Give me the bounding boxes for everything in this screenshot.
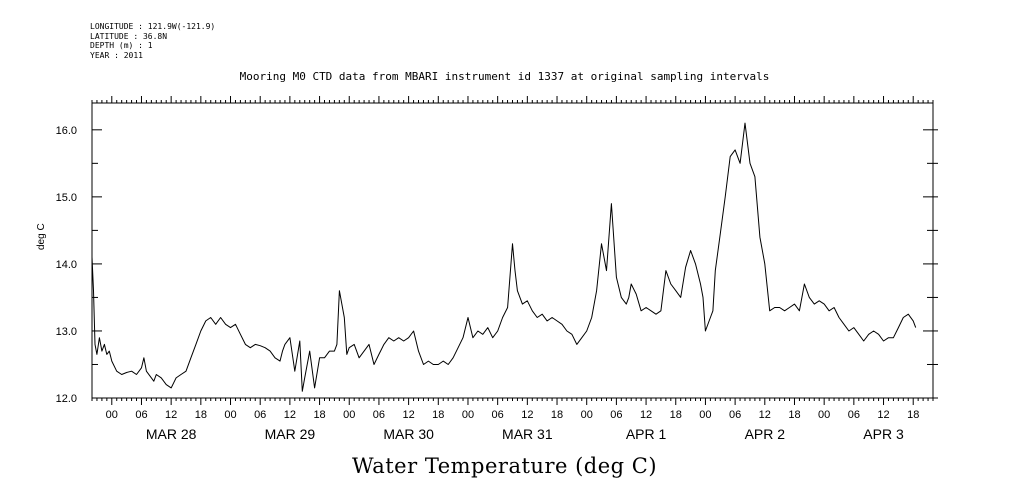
x-hour-tick-label: 06 xyxy=(729,409,741,421)
x-day-label: MAR 29 xyxy=(265,426,316,442)
x-day-label: MAR 30 xyxy=(383,426,434,442)
x-hour-tick-label: 00 xyxy=(343,409,355,421)
x-day-label: APR 1 xyxy=(626,426,667,442)
y-tick-label: 12.0 xyxy=(56,393,77,405)
x-hour-tick-label: 18 xyxy=(907,409,919,421)
tick-marks xyxy=(91,96,938,405)
x-hour-tick-label: 00 xyxy=(462,409,474,421)
series-line-water-temperature xyxy=(91,122,917,392)
series-layer xyxy=(91,122,917,392)
x-hour-tick-label: 00 xyxy=(581,409,593,421)
x-hour-tick-label: 06 xyxy=(848,409,860,421)
plot-frame xyxy=(91,102,934,399)
x-hour-tick-label: 18 xyxy=(195,409,207,421)
tick-labels: 00 06 12 18 MAR 28 00 06 12 18 MAR 29 00 06 12 18 MAR … xyxy=(56,125,920,442)
depth-label: DEPTH (m) : 1 xyxy=(90,41,153,51)
x-hour-tick-label: 12 xyxy=(759,409,771,421)
y-tick-label: 14.0 xyxy=(56,259,77,271)
x-axis-title: Water Temperature (deg C) xyxy=(351,454,658,478)
year-label: YEAR : 2011 xyxy=(90,50,143,60)
chart-title: Mooring M0 CTD data from MBARI instrumen… xyxy=(239,70,770,83)
x-hour-tick-label: 06 xyxy=(135,409,147,421)
x-hour-tick-label: 18 xyxy=(788,409,800,421)
x-hour-tick-label: 06 xyxy=(492,409,504,421)
x-hour-tick-label: 06 xyxy=(610,409,622,421)
x-hour-tick-label: 06 xyxy=(373,409,385,421)
x-hour-tick-label: 18 xyxy=(432,409,444,421)
x-day-label: APR 2 xyxy=(745,426,786,442)
x-hour-tick-label: 00 xyxy=(818,409,830,421)
axes xyxy=(91,102,934,399)
x-hour-tick-label: 06 xyxy=(254,409,266,421)
x-hour-tick-label: 12 xyxy=(165,409,177,421)
x-day-label: MAR 28 xyxy=(146,426,197,442)
y-tick-label: 16.0 xyxy=(56,125,77,137)
x-hour-tick-label: 12 xyxy=(284,409,296,421)
x-hour-tick-label: 12 xyxy=(402,409,414,421)
x-day-label: APR 3 xyxy=(863,426,904,442)
x-hour-tick-label: 12 xyxy=(521,409,533,421)
x-hour-tick-label: 18 xyxy=(670,409,682,421)
x-hour-tick-label: 18 xyxy=(551,409,563,421)
latitude-label: LATITUDE : 36.8N xyxy=(90,31,168,41)
x-hour-tick-label: 00 xyxy=(106,409,118,421)
x-hour-tick-label: 18 xyxy=(313,409,325,421)
x-hour-tick-label: 12 xyxy=(640,409,652,421)
x-hour-tick-label: 00 xyxy=(699,409,711,421)
y-tick-label: 13.0 xyxy=(56,326,77,338)
x-day-label: MAR 31 xyxy=(502,426,553,442)
x-hour-tick-label: 12 xyxy=(877,409,889,421)
x-hour-tick-label: 00 xyxy=(224,409,236,421)
y-tick-label: 15.0 xyxy=(56,192,77,204)
longitude-label: LONGITUDE : 121.9W(-121.9) xyxy=(90,22,216,31)
